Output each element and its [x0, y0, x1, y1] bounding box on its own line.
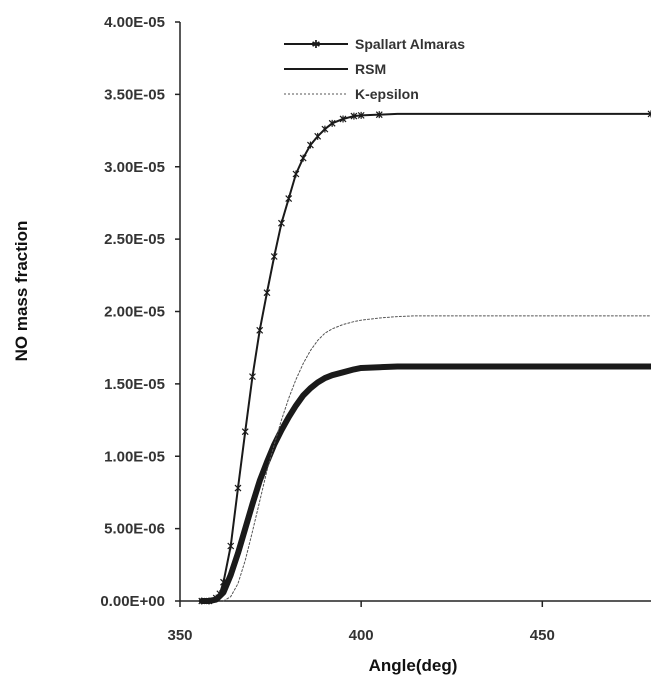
y-tick-label: 3.00E-05: [104, 159, 165, 176]
data-point-spallart-almaras: [292, 170, 300, 178]
y-tick-label: 1.50E-05: [104, 376, 165, 393]
y-tick-label: 2.00E-05: [104, 304, 165, 321]
x-tick-label: 450: [530, 627, 555, 644]
legend-label-k-epsilon: K-epsilon: [355, 86, 419, 102]
y-tick-label: 3.50E-05: [104, 86, 165, 103]
data-point-spallart-almaras: [328, 119, 336, 127]
legend-label-rsm: RSM: [355, 61, 386, 77]
series-line-k-epsilon: [222, 315, 651, 602]
data-point-spallart-almaras: [647, 110, 651, 118]
data-point-spallart-almaras: [205, 597, 213, 605]
x-tick-group: 350 400 450: [167, 601, 555, 644]
x-axis-label: Angle(deg): [369, 656, 458, 675]
legend-marker-spallart-almaras: ✱: [311, 38, 320, 51]
series-line-rsm: [198, 363, 651, 604]
data-point-spallart-almaras: [350, 112, 358, 120]
data-point-spallart-almaras: [270, 252, 278, 260]
data-point-spallart-almaras: [234, 484, 242, 492]
y-tick-label: 4.00E-05: [104, 14, 165, 31]
data-point-spallart-almaras: [256, 326, 264, 334]
legend-label-spallart-almaras: Spallart Almaras: [355, 36, 465, 52]
data-point-spallart-almaras: [321, 125, 329, 133]
data-point-spallart-almaras: [263, 289, 271, 297]
data-point-spallart-almaras: [198, 597, 206, 605]
y-tick-label: 1.00E-05: [104, 448, 165, 465]
data-point-spallart-almaras: [314, 132, 322, 140]
data-point-spallart-almaras: [375, 111, 383, 119]
x-tick-label: 350: [167, 627, 192, 644]
y-tick-group: 0.00E+00 5.00E-06 1.00E-05 1.50E-05 2.00E-05…: [100, 14, 180, 610]
data-point-spallart-almaras: [249, 373, 256, 381]
y-axis-label: NO mass fraction: [12, 221, 31, 362]
data-point-spallart-almaras: [278, 219, 285, 227]
data-point-spallart-almaras: [307, 141, 314, 149]
y-tick-label: 2.50E-05: [104, 231, 165, 248]
x-tick-label: 400: [349, 627, 374, 644]
data-point-spallart-almaras: [216, 590, 224, 598]
data-point-spallart-almaras: [241, 428, 249, 436]
data-point-spallart-almaras: [285, 195, 293, 203]
legend: ✱ Spallart Almaras RSM K-epsilon: [284, 36, 465, 102]
y-tick-label: 5.00E-06: [104, 521, 165, 538]
data-point-spallart-almaras: [227, 542, 235, 550]
data-point-spallart-almaras: [357, 111, 365, 119]
series-layer: [198, 110, 651, 605]
series-line-spallart-almaras: [200, 112, 651, 602]
data-point-spallart-almaras: [339, 115, 347, 123]
data-point-spallart-almaras: [299, 154, 307, 162]
y-tick-label: 0.00E+00: [100, 593, 165, 610]
data-point-spallart-almaras: [220, 578, 227, 586]
